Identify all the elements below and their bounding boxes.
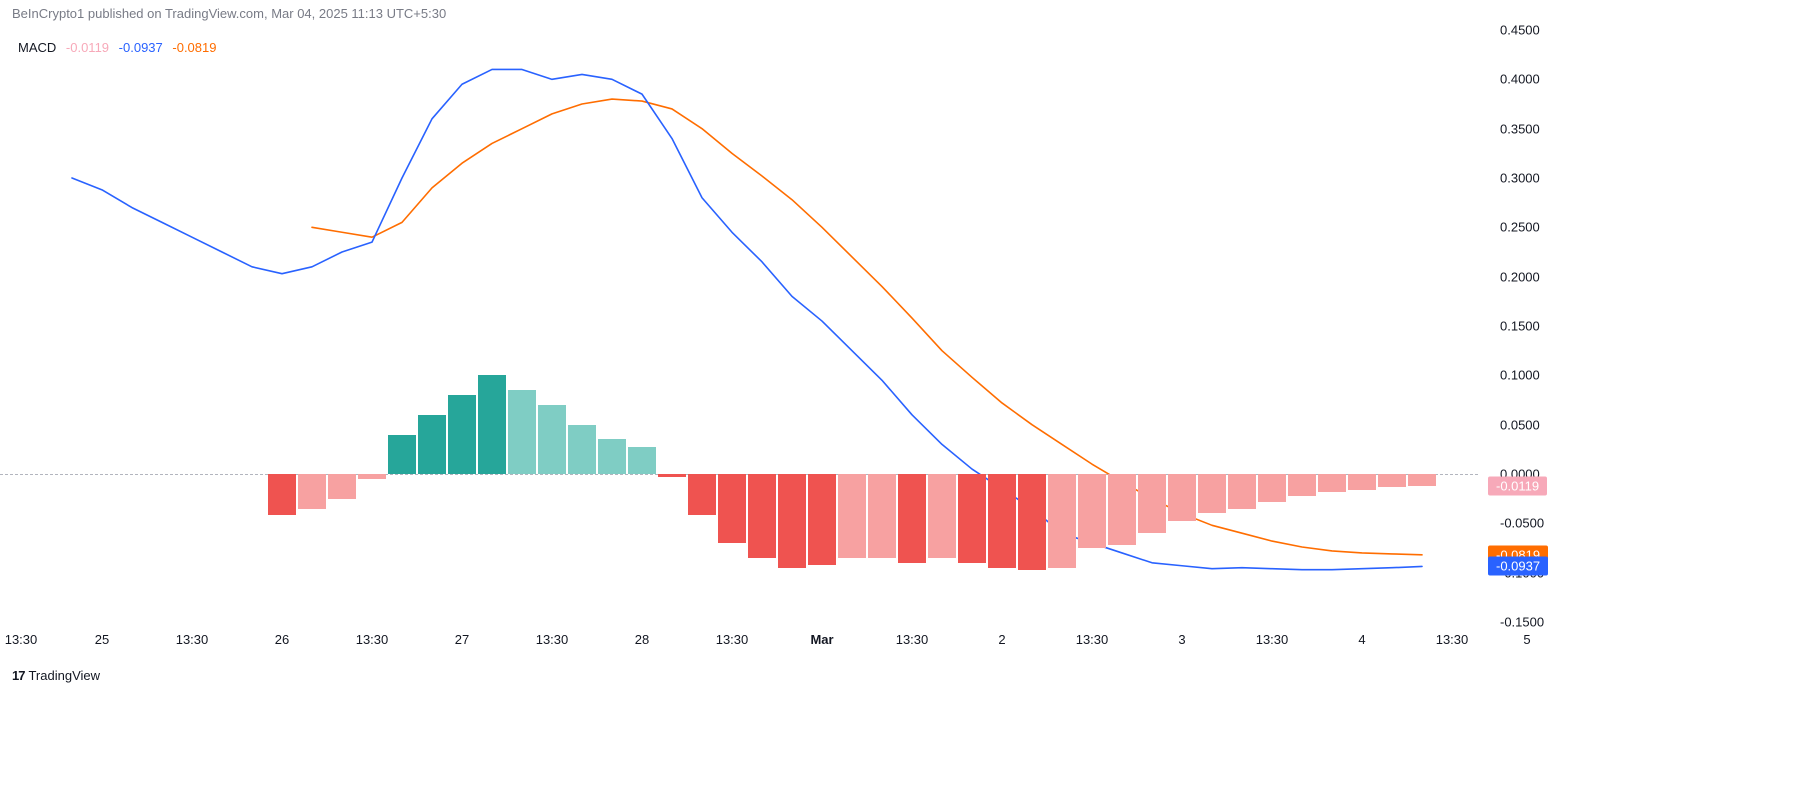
hist-bar: [478, 375, 506, 474]
hist-bar: [358, 474, 386, 479]
hist-bar: [898, 474, 926, 563]
x-tick: 27: [455, 632, 469, 647]
x-tick: 13:30: [1436, 632, 1469, 647]
y-tick: 0.4000: [1500, 72, 1540, 87]
y-tick: 0.3500: [1500, 121, 1540, 136]
x-tick: 5: [1523, 632, 1530, 647]
tradingview-logo-icon: 17: [12, 668, 24, 683]
hist-bar: [1288, 474, 1316, 496]
attribution-text: TradingView: [28, 668, 100, 683]
y-tick: 0.1000: [1500, 368, 1540, 383]
hist-bar: [1168, 474, 1196, 521]
hist-bar: [928, 474, 956, 558]
y-tick: 0.0500: [1500, 417, 1540, 432]
x-tick: 13:30: [5, 632, 38, 647]
y-tick: 0.3000: [1500, 171, 1540, 186]
publish-header: BeInCrypto1 published on TradingView.com…: [12, 6, 446, 21]
hist-bar: [958, 474, 986, 563]
x-tick: 2: [998, 632, 1005, 647]
hist-bar: [778, 474, 806, 568]
hist-bar: [1078, 474, 1106, 548]
x-tick: 4: [1358, 632, 1365, 647]
hist-bar: [988, 474, 1016, 568]
hist-bar: [718, 474, 746, 543]
hist-bar: [688, 474, 716, 515]
hist-bar: [1378, 474, 1406, 487]
hist-bar: [508, 390, 536, 474]
hist-bar: [388, 435, 416, 474]
x-tick: 13:30: [896, 632, 929, 647]
y-tick: -0.0500: [1500, 516, 1544, 531]
hist-bar: [538, 405, 566, 474]
x-tick: 28: [635, 632, 649, 647]
x-tick: 13:30: [536, 632, 569, 647]
hist-bar: [448, 395, 476, 474]
x-tick: Mar: [810, 632, 833, 647]
x-tick: 13:30: [176, 632, 209, 647]
x-axis[interactable]: 2 4 13:30 25 13:30 26 13:30 27 13:30 28 13:30 Mar 13…: [0, 626, 1478, 656]
hist-bar: [268, 474, 296, 515]
hist-bar: [568, 425, 596, 474]
hist-bar: [418, 415, 446, 474]
x-tick: 13:30: [1256, 632, 1289, 647]
hist-bar: [628, 447, 656, 474]
hist-bar: [1018, 474, 1046, 570]
y-tick: 0.2000: [1500, 269, 1540, 284]
hist-bar: [298, 474, 326, 509]
hist-bar: [1108, 474, 1136, 545]
hist-bar: [598, 439, 626, 474]
y-axis[interactable]: 0.45000.40000.35000.30000.25000.20000.15…: [1478, 30, 1558, 622]
y-tick: -0.1500: [1500, 615, 1544, 630]
y-tick: 0.2500: [1500, 220, 1540, 235]
tradingview-attribution[interactable]: 17 TradingView: [12, 668, 100, 683]
y-tick: 0.1500: [1500, 319, 1540, 334]
hist-bar: [1138, 474, 1166, 533]
hist-bar: [1198, 474, 1226, 513]
hist-bar: [868, 474, 896, 558]
hist-bar: [1318, 474, 1346, 492]
y-tick: 0.4500: [1500, 23, 1540, 38]
hist-bar: [748, 474, 776, 558]
x-tick: 3: [1178, 632, 1185, 647]
hist-bar: [1408, 474, 1436, 486]
hist-bar: [1258, 474, 1286, 502]
value-flag: -0.0937: [1488, 557, 1548, 576]
x-tick: 13:30: [356, 632, 389, 647]
hist-bar: [1048, 474, 1076, 568]
x-tick: 26: [275, 632, 289, 647]
hist-bar: [1348, 474, 1376, 490]
hist-bar: [808, 474, 836, 565]
hist-bar: [328, 474, 356, 499]
x-tick: 13:30: [716, 632, 749, 647]
value-flag: -0.0119: [1488, 476, 1547, 495]
hist-bar: [1228, 474, 1256, 509]
hist-bar: [658, 474, 686, 477]
x-tick: 13:30: [1076, 632, 1109, 647]
macd-chart[interactable]: [0, 30, 1478, 622]
hist-bar: [838, 474, 866, 558]
x-tick: 25: [95, 632, 109, 647]
